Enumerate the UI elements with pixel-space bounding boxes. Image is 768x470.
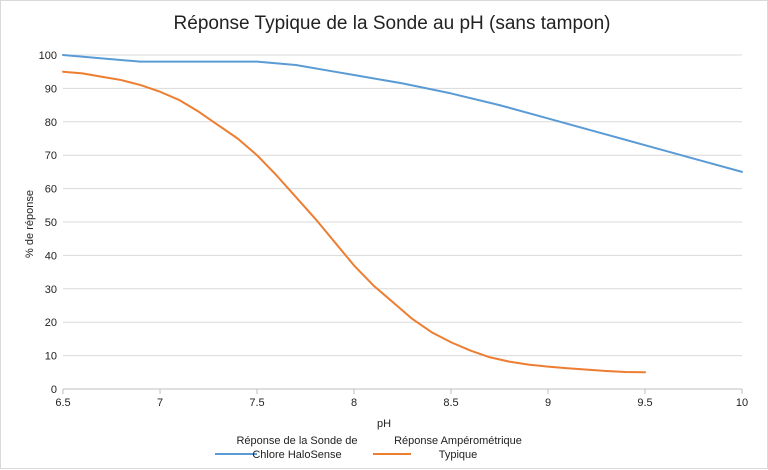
x-tick-label: 9.5 (637, 397, 652, 409)
series-line-1 (62, 54, 743, 173)
chart-title: Réponse Typique de la Sonde au pH (sans … (174, 13, 611, 34)
x-tick-label: 10 (736, 397, 748, 409)
legend-label-1: Chlore HaloSense (252, 449, 341, 461)
y-tick-label: 10 (45, 351, 57, 363)
legend: Réponse de la Sonde de Chlore HaloSense Ré… (215, 435, 522, 461)
y-tick-label: 100 (39, 50, 57, 62)
y-tick-label: 60 (45, 184, 57, 196)
legend-label-2: Réponse Ampérométrique (394, 435, 522, 447)
legend-label-2: Typique (439, 449, 478, 461)
x-tick-label: 7 (157, 397, 163, 409)
y-tick-label: 40 (45, 250, 57, 262)
x-tick-label: 8.5 (443, 397, 458, 409)
x-tick-label: 6.5 (55, 397, 70, 409)
legend-label-1: Réponse de la Sonde de (236, 435, 357, 447)
series-layer (62, 54, 743, 374)
axis-layer: 0 10 20 30 40 50 60 70 80 90 100 6.5 7 7.5 8 8.5 9 9.5 10 (39, 50, 748, 409)
grid-layer (63, 54, 742, 357)
y-tick-label: 80 (45, 117, 57, 129)
y-tick-label: 20 (45, 317, 57, 329)
x-tick-label: 8 (351, 397, 357, 409)
y-axis-label: % de réponse (24, 190, 36, 258)
x-tick-label: 7.5 (249, 397, 264, 409)
x-tick-label: 9 (545, 397, 551, 409)
y-tick-label: 50 (45, 217, 57, 229)
y-tick-label: 70 (45, 150, 57, 162)
y-tick-label: 30 (45, 284, 57, 296)
series-line-2 (62, 70, 646, 374)
y-tick-label: 0 (51, 384, 57, 396)
y-tick-label: 90 (45, 83, 57, 95)
x-axis-label: pH (377, 418, 391, 430)
